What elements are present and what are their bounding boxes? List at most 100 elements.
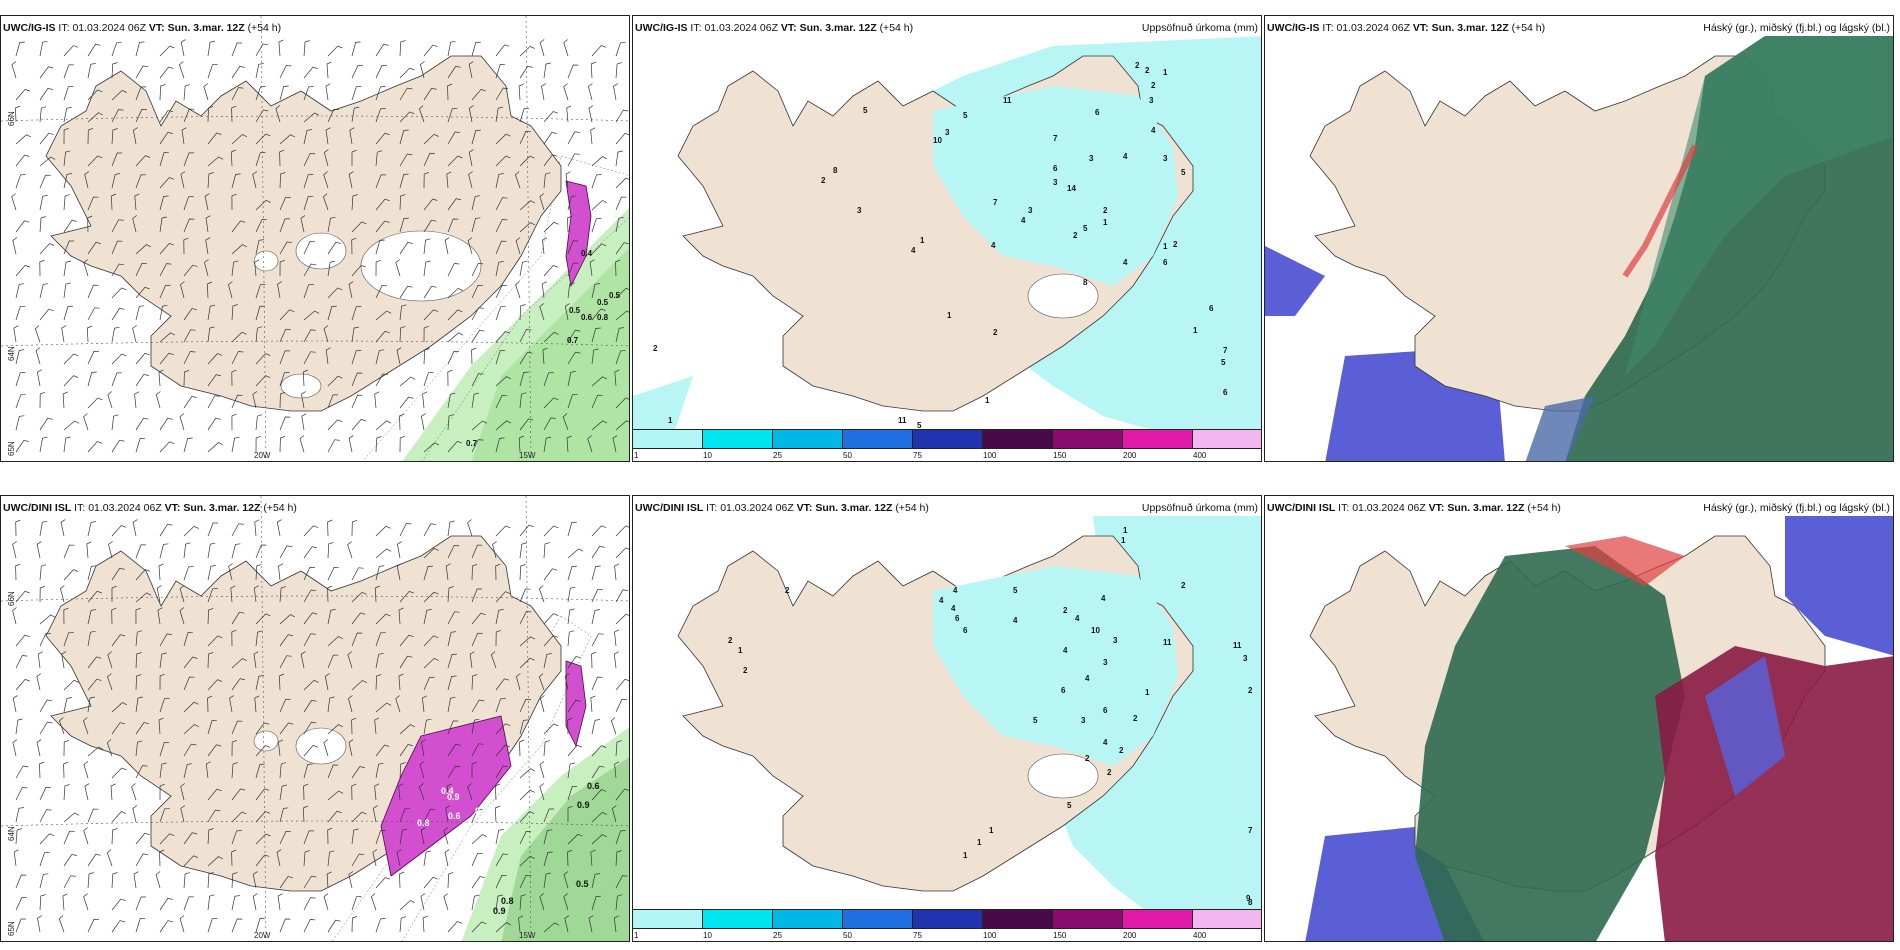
wind-barb — [255, 544, 267, 559]
wind-barb — [399, 828, 408, 845]
wind-barb — [255, 152, 266, 167]
wind-barb — [610, 717, 617, 735]
wind-barb — [615, 259, 621, 277]
wind-barb — [399, 744, 413, 757]
wind-barb — [231, 304, 238, 321]
wind-barb — [375, 420, 392, 431]
wind-barb — [495, 173, 504, 189]
wind-barb — [471, 612, 486, 625]
wind-barb — [87, 521, 97, 537]
wind-barb — [279, 831, 292, 845]
precip-value: 4 — [911, 246, 916, 255]
wind-barb — [566, 435, 572, 453]
wind-barb — [207, 608, 214, 625]
wind-barb — [159, 263, 172, 277]
wind-barb — [183, 369, 190, 387]
wind-barb — [231, 830, 242, 845]
precip-value: 10 — [1091, 626, 1100, 635]
snow-label: 0.5 — [569, 306, 581, 315]
wind-barb — [207, 635, 223, 647]
wind-barb — [444, 849, 450, 867]
wind-barb — [135, 607, 141, 625]
wind-barb — [39, 88, 53, 101]
wind-barb — [205, 237, 211, 255]
precip-value: 1 — [989, 826, 994, 835]
wind-barb — [590, 849, 596, 867]
wind-barb — [495, 765, 509, 779]
wind-barb — [399, 217, 409, 233]
wind-barb — [39, 174, 51, 189]
wind-barb — [207, 809, 221, 823]
wind-barb — [207, 679, 223, 691]
wind-barb — [374, 783, 380, 801]
wind-barb — [351, 612, 366, 625]
wind-barb — [132, 519, 138, 537]
precip-value: 3 — [1028, 206, 1033, 215]
wind-barb — [423, 718, 432, 735]
wind-barb — [539, 893, 545, 911]
wind-barb — [495, 240, 507, 255]
wind-barb — [447, 108, 458, 123]
wind-barb — [207, 744, 222, 757]
wind-barb — [613, 651, 619, 669]
wind-barb — [468, 61, 474, 79]
wind-barb — [159, 132, 173, 145]
wind-barb — [159, 151, 170, 167]
wind-barb — [255, 917, 265, 933]
wind-barb — [420, 827, 426, 845]
wind-barb — [183, 832, 198, 845]
wind-barb — [106, 739, 113, 757]
wind-barb — [445, 805, 451, 823]
wind-barb — [183, 351, 196, 365]
wind-barb — [87, 112, 104, 123]
wind-barb — [490, 651, 497, 669]
precip-value: 1 — [947, 311, 952, 320]
wind-barb — [421, 413, 426, 431]
wind-barb — [399, 242, 413, 255]
precip-value: 1 — [1163, 68, 1168, 77]
snow-label: 0.5 — [597, 298, 609, 307]
wind-barb — [279, 545, 292, 559]
precip-value: 3 — [1103, 658, 1108, 667]
wind-barb — [63, 854, 77, 867]
wind-barb — [179, 915, 185, 933]
wind-barb — [543, 851, 553, 867]
wind-barb — [303, 679, 319, 691]
wind-barb — [515, 237, 521, 255]
wind-barb — [204, 193, 210, 211]
wind-barb — [323, 149, 329, 167]
precip-value: 1 — [668, 416, 673, 425]
wind-barb — [519, 698, 531, 713]
wind-barb — [63, 45, 79, 57]
wind-barb — [279, 372, 290, 387]
cbar-tick: 400 — [1193, 931, 1207, 940]
wind-barb — [83, 413, 89, 431]
wind-barb — [543, 872, 551, 889]
cbar-tick: 75 — [913, 451, 922, 460]
wind-barb — [111, 811, 127, 823]
wind-barb — [111, 173, 121, 189]
wind-barb — [15, 590, 30, 603]
wind-barb — [351, 632, 363, 647]
wind-barb — [519, 542, 527, 559]
wind-barb — [111, 287, 127, 299]
wind-barb — [467, 237, 473, 255]
wind-barb — [423, 44, 438, 57]
wind-barb — [399, 871, 405, 889]
wind-barb — [399, 153, 413, 167]
wind-barb — [591, 609, 601, 625]
precip-value: 5 — [963, 111, 968, 120]
wind-barb — [135, 592, 152, 603]
wind-barb — [62, 391, 68, 409]
wind-barb — [159, 284, 171, 299]
wind-barb — [15, 220, 30, 233]
precip-value: 6 — [1223, 388, 1228, 397]
wind-barb — [519, 588, 531, 603]
wind-barb — [348, 171, 354, 189]
wind-barb — [36, 739, 42, 757]
wind-barb — [471, 921, 487, 933]
wind-barb — [135, 155, 151, 167]
precip-value: 2 — [1145, 66, 1150, 75]
wind-barb — [519, 130, 531, 145]
wind-snow-map — [1, 496, 629, 941]
